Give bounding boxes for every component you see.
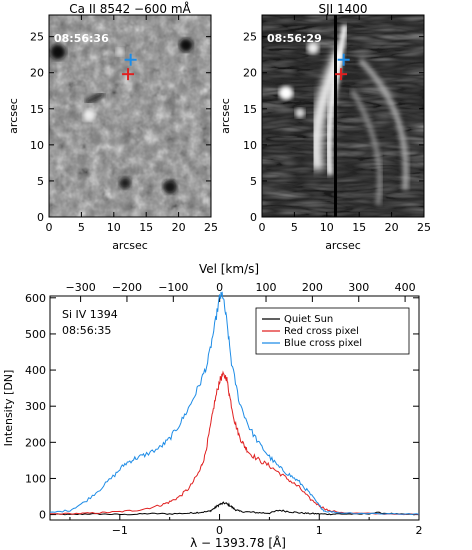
- top-x-tick-label: 100: [256, 281, 277, 294]
- x-axis-label: arcsec: [325, 239, 361, 252]
- y-axis-label: arcsec: [7, 98, 20, 134]
- quiet-sun-line: [49, 501, 420, 516]
- y-axis-label: Intensity [DN]: [2, 370, 15, 447]
- top-x-tick-label: −200: [112, 281, 142, 294]
- x-tick-label: 0: [46, 221, 53, 234]
- x-tick-label: 15: [139, 221, 153, 234]
- red-cross-pixel-marker: [335, 68, 348, 81]
- panel-ca-ii: Ca II 8542 −600 mÅ 08:56:36 0 5 10 15 20 25 0 5…: [7, 1, 218, 252]
- y-tick-label: 5: [250, 175, 257, 188]
- y-tick-label: 400: [25, 364, 46, 377]
- panel-markers: [122, 53, 137, 81]
- red-cross-pixel-marker: [122, 68, 135, 81]
- spectrum-plot: Vel [km/s] −1 0 1 20100200300400500600−300−…: [2, 262, 423, 550]
- y-tick-label: 15: [30, 103, 44, 116]
- blue-cross-pixel-marker: [337, 53, 350, 66]
- y-tick-label: 100: [25, 472, 46, 485]
- y-tick-label: 20: [243, 67, 257, 80]
- legend-label: Quiet Sun: [284, 314, 333, 325]
- y-tick-label: 25: [243, 31, 257, 44]
- panel-timestamp: 08:56:29: [267, 32, 322, 45]
- legend: Quiet Sun Red cross pixel Blue cross pix…: [255, 307, 410, 355]
- solar-image-ca-ii: [49, 15, 211, 217]
- x-tick-label: 20: [385, 221, 399, 234]
- x-tick-label: 25: [417, 221, 431, 234]
- x-tick-label: 10: [320, 221, 334, 234]
- x-axis-label: arcsec: [112, 239, 148, 252]
- annotation-time: 08:56:35: [62, 324, 111, 337]
- panel-title: Ca II 8542 −600 mÅ: [69, 1, 191, 16]
- y-tick-label: 10: [243, 139, 257, 152]
- spectrum-series: [49, 291, 420, 516]
- y-tick-label: 200: [25, 436, 46, 449]
- panel-title: SJI 1400: [318, 2, 367, 16]
- y-tick-label: 10: [30, 139, 44, 152]
- x-tick-label: 5: [78, 221, 85, 234]
- blue-cross-pixel-line: [49, 291, 420, 516]
- y-tick-label: 0: [37, 211, 44, 224]
- top-x-tick-label: 300: [348, 281, 369, 294]
- y-axis-label: arcsec: [219, 98, 232, 134]
- plot-frame: [49, 295, 420, 521]
- legend-label: Blue cross pixel: [284, 338, 362, 349]
- y-tick-label: 600: [25, 292, 46, 305]
- x-tick-label: 2: [416, 524, 423, 537]
- x-tick-label: 0: [216, 524, 223, 537]
- x-tick-label: 0: [259, 221, 266, 234]
- x-tick-label: 20: [172, 221, 186, 234]
- blue-cross-pixel-marker: [124, 53, 137, 66]
- top-x-tick-label: 400: [395, 281, 416, 294]
- red-cross-pixel-line: [50, 370, 419, 516]
- top-x-tick-label: 0: [216, 281, 223, 294]
- x-axis-label: λ − 1393.78 [Å]: [190, 535, 286, 550]
- panel-timestamp: 08:56:36: [54, 32, 109, 45]
- y-tick-label: 500: [25, 328, 46, 341]
- panel-axes: 0 5 10 15 20 25 0 5 10 15 20 25: [30, 15, 218, 234]
- solar-image-sji: [262, 15, 424, 217]
- x-tick-label: 25: [204, 221, 218, 234]
- panel-markers: [335, 53, 350, 81]
- panel-axes: 0 5 10 15 20 25 0 5 10 15 20 25: [243, 15, 431, 234]
- top-x-tick-label: −100: [158, 281, 188, 294]
- panel-sji-1400: SJI 1400 08:56:29 0 5 10 15 20 25 0 5 10 15 20 25 a…: [219, 2, 431, 252]
- top-x-tick-label: 200: [302, 281, 323, 294]
- y-tick-label: 0: [39, 509, 46, 522]
- top-x-tick-label: −300: [65, 281, 95, 294]
- y-tick-label: 0: [250, 211, 257, 224]
- y-tick-label: 20: [30, 67, 44, 80]
- spectrum-axes: −1 0 1 2 0 100 200 300 400 500 600 −300 −200 −100 0 100…: [25, 281, 423, 537]
- annotation-line: Si IV 1394: [62, 308, 118, 321]
- x-tick-label: −1: [112, 524, 128, 537]
- top-axis-label: Vel [km/s]: [199, 262, 259, 276]
- y-tick-label: 300: [25, 400, 46, 413]
- legend-label: Red cross pixel: [284, 326, 359, 337]
- x-tick-label: 1: [316, 524, 323, 537]
- y-tick-label: 5: [37, 175, 44, 188]
- y-tick-label: 15: [243, 103, 257, 116]
- x-tick-label: 15: [352, 221, 366, 234]
- x-tick-label: 5: [291, 221, 298, 234]
- x-tick-label: 10: [107, 221, 121, 234]
- y-tick-label: 25: [30, 31, 44, 44]
